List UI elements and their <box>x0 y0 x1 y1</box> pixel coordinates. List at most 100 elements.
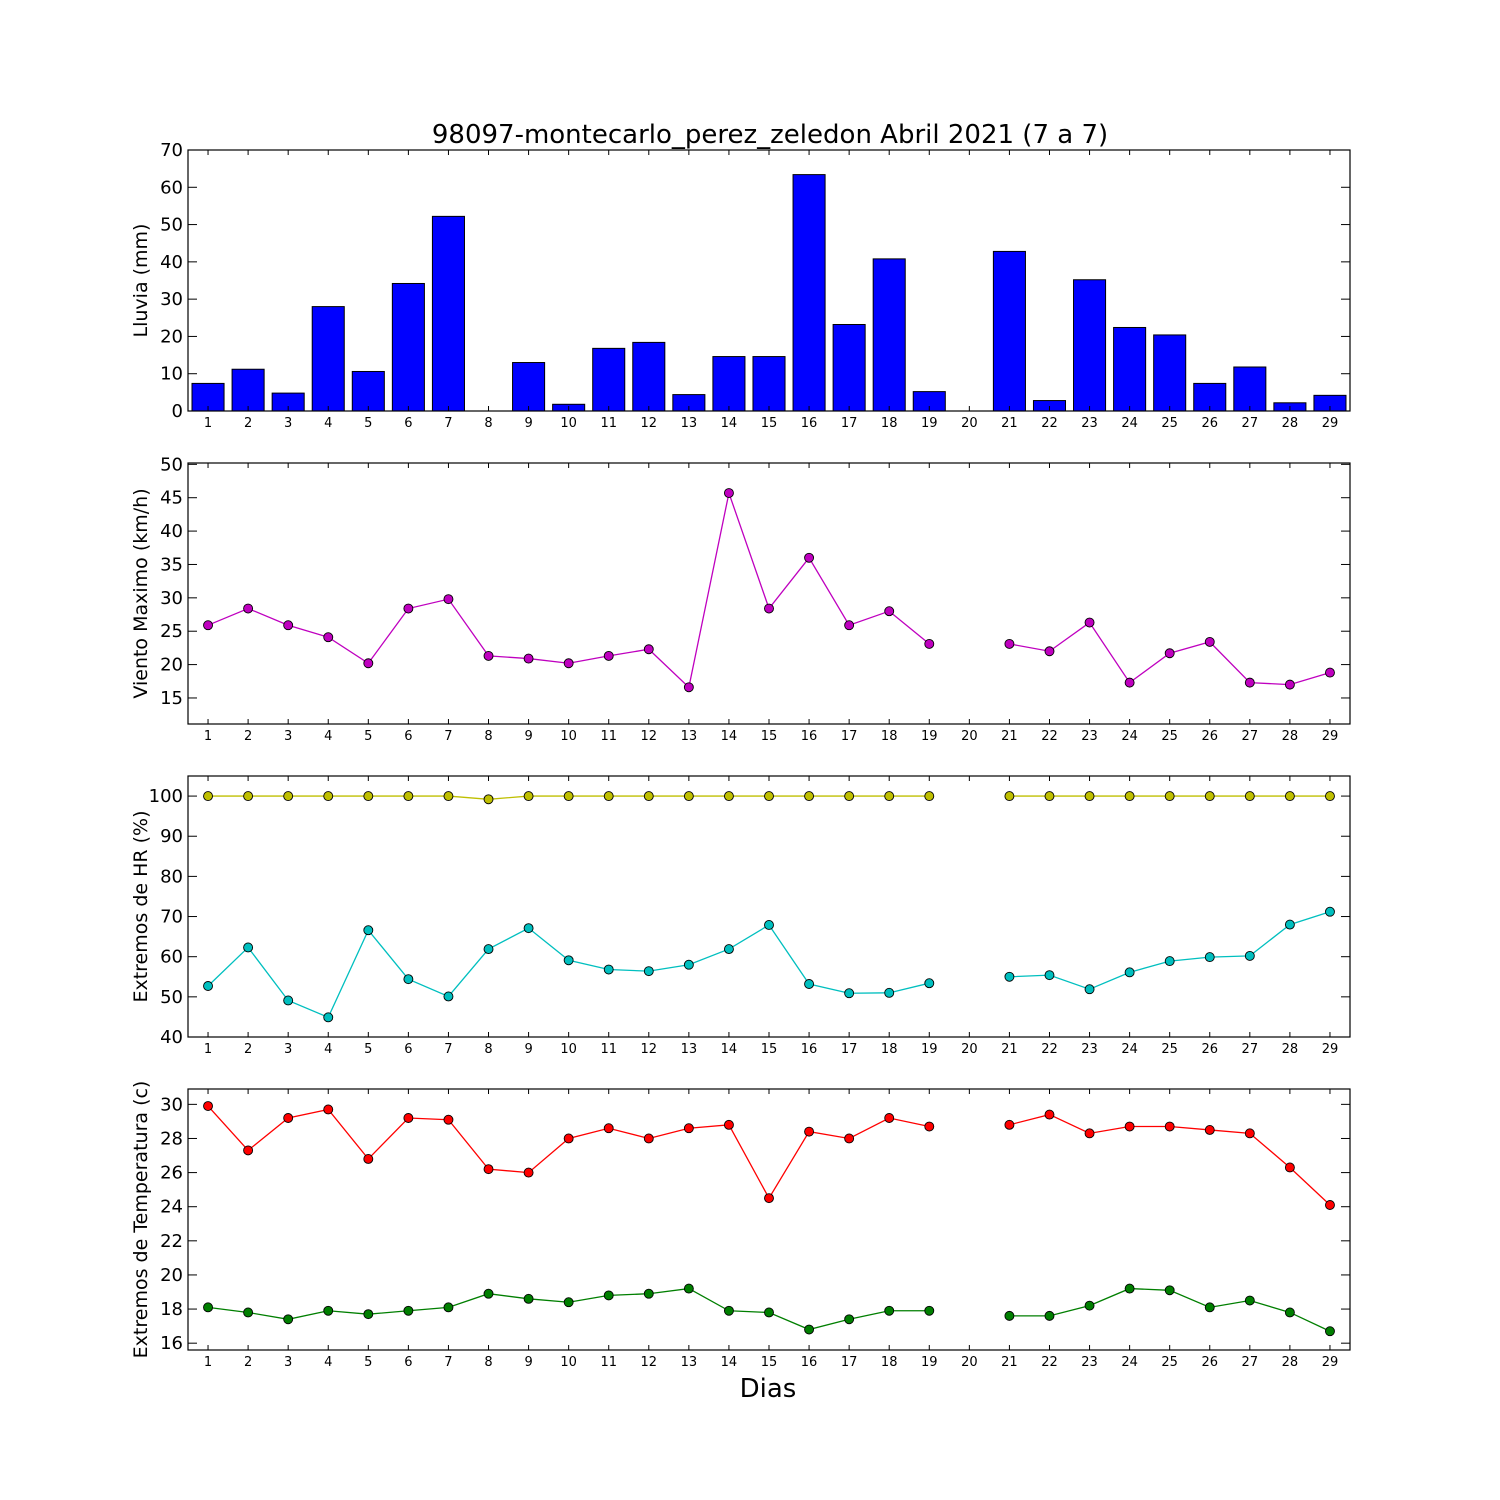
x-tick-label: 19 <box>921 416 938 431</box>
y-tick-label: 18 <box>160 1299 183 1320</box>
x-tick-label: 25 <box>1161 416 1178 431</box>
series-2-point-day-9 <box>523 1293 534 1304</box>
series-2-point-day-8 <box>483 1288 494 1299</box>
y-tick-label: 22 <box>160 1231 183 1252</box>
y-axis-label: Viento Maximo (km/h) <box>130 488 152 698</box>
series-2-point-day-7 <box>443 1302 454 1313</box>
x-tick-label: 24 <box>1121 1042 1138 1057</box>
series-2-point-day-24 <box>1124 967 1135 978</box>
series-2-point-day-10 <box>563 955 574 966</box>
series-2-point-day-6 <box>403 974 414 985</box>
series-1-point-day-14 <box>723 1119 734 1130</box>
series-2-point-day-25 <box>1164 1285 1175 1296</box>
y-tick-label: 28 <box>160 1128 183 1149</box>
series-2-point-day-28 <box>1284 919 1295 930</box>
series-1-point-day-29 <box>1325 1200 1335 1210</box>
x-tick-label: 8 <box>484 416 492 431</box>
x-tick-label: 24 <box>1121 729 1138 744</box>
x-tick-label: 18 <box>881 1042 898 1057</box>
x-tick-label: 12 <box>641 1355 658 1370</box>
bar-day-7 <box>431 215 465 412</box>
x-tick-label: 1 <box>204 1355 212 1370</box>
bar-day-12 <box>632 341 666 412</box>
y-tick-label: 100 <box>149 786 183 807</box>
series-1-point-day-6 <box>403 791 414 802</box>
series-2-point-day-17 <box>844 1314 855 1325</box>
series-2-point-day-13 <box>683 959 694 970</box>
series-1-point-day-11 <box>603 650 614 661</box>
y-tick-label: 20 <box>160 326 183 347</box>
series-2-point-day-6 <box>403 1305 414 1316</box>
series-1-point-day-25 <box>1164 1121 1175 1132</box>
x-tick-label: 9 <box>524 1355 532 1370</box>
x-tick-label: 18 <box>881 416 898 431</box>
x-tick-label: 2 <box>244 1042 252 1057</box>
x-tick-label: 7 <box>444 729 452 744</box>
series-2-point-day-14 <box>723 1305 734 1316</box>
y-tick-label: 35 <box>160 554 183 575</box>
series-2-point-day-4 <box>323 1012 334 1023</box>
series-1-point-day-3 <box>283 1113 294 1123</box>
x-tick-label: 15 <box>761 416 778 431</box>
y-axis-label: Lluvia (mm) <box>130 224 152 338</box>
bar-day-27 <box>1233 366 1267 412</box>
x-tick-label: 4 <box>324 729 332 744</box>
series-2-point-day-21 <box>1004 1310 1015 1321</box>
series-2-point-day-4 <box>323 1305 334 1316</box>
chart-title: 98097-montecarlo_perez_zeledon Abril 202… <box>432 120 1108 150</box>
x-tick-label: 21 <box>1001 416 1018 431</box>
panel-4: 1 2 3 4 5 6 7 8 9 10 11 12 13 14 15 16 17 18 19 20 21 22 23 24 2… <box>130 1081 1351 1370</box>
series-1-point-day-10 <box>563 1133 574 1144</box>
series-1-point-day-11 <box>603 791 614 802</box>
series-2-point-day-25 <box>1164 956 1175 967</box>
series-2-point-day-26 <box>1204 952 1215 963</box>
x-tick-label: 15 <box>761 1042 778 1057</box>
series-2-point-day-1 <box>203 981 213 991</box>
y-tick-label: 25 <box>160 621 183 642</box>
series-1-point-day-18 <box>884 1113 895 1123</box>
x-tick-label: 20 <box>961 1042 978 1057</box>
chart-panels: 1 2 3 4 5 6 7 8 9 10 11 12 13 14 15 16 17 18 19 20 21 22 23 24 2… <box>130 140 1351 1370</box>
x-tick-label: 23 <box>1081 1355 1098 1370</box>
series-1-point-day-1 <box>203 1101 213 1112</box>
series-2-point-day-15 <box>764 920 774 930</box>
series-2-point-day-18 <box>884 1305 895 1316</box>
x-tick-label: 16 <box>801 416 818 431</box>
series-1-point-day-6 <box>403 1113 414 1123</box>
panel-frame <box>187 775 1351 1038</box>
series-1-point-day-12 <box>643 1133 654 1144</box>
x-tick-label: 25 <box>1161 1355 1178 1370</box>
series-1-point-day-8 <box>483 650 494 661</box>
y-tick-label: 60 <box>160 177 183 198</box>
panel-3: 1 2 3 4 5 6 7 8 9 10 11 12 13 14 15 16 17 18 19 20 21 22 23 24 2… <box>130 775 1351 1057</box>
bar-day-6 <box>391 282 425 412</box>
y-tick-label: 40 <box>160 1027 183 1048</box>
x-tick-label: 14 <box>721 729 738 744</box>
series-2-point-day-12 <box>643 966 654 977</box>
x-tick-label: 22 <box>1041 729 1058 744</box>
x-tick-label: 16 <box>801 729 818 744</box>
series-1-point-day-25 <box>1164 648 1175 659</box>
x-tick-label: 9 <box>524 729 532 744</box>
series-2-point-day-16 <box>804 979 815 989</box>
x-tick-label: 5 <box>364 416 372 431</box>
y-tick-label: 45 <box>160 488 183 509</box>
x-tick-label: 27 <box>1242 1355 1259 1370</box>
series-1-point-day-21 <box>1004 638 1015 649</box>
x-tick-label: 2 <box>244 729 252 744</box>
x-tick-label: 3 <box>284 416 292 431</box>
x-tick-label: 12 <box>641 1042 658 1057</box>
series-2-point-day-2 <box>243 1307 254 1318</box>
y-tick-label: 60 <box>160 947 183 968</box>
series-1-point-day-24 <box>1124 791 1135 802</box>
y-tick-label: 50 <box>160 215 183 236</box>
series-1-point-day-4 <box>323 791 334 802</box>
x-tick-label: 11 <box>600 729 617 744</box>
bar-day-14 <box>712 356 746 412</box>
series-1-point-day-5 <box>363 658 374 669</box>
bar-day-21 <box>992 250 1026 412</box>
y-tick-label: 10 <box>160 364 183 385</box>
series-1-point-day-11 <box>603 1123 614 1134</box>
x-tick-label: 12 <box>641 416 658 431</box>
